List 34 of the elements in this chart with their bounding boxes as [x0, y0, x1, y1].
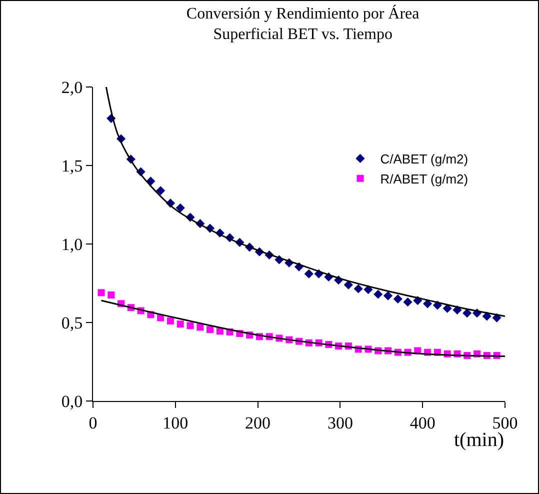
point — [206, 326, 214, 334]
legend-label: C/ABET (g/m2) — [380, 152, 468, 167]
chart-title: Conversión y Rendimiento por Área Superficial BET vs. Tiempo — [186, 4, 420, 44]
point — [186, 322, 194, 330]
point — [422, 299, 432, 308]
point — [98, 289, 105, 296]
y-tick-label: 0,0 — [61, 392, 83, 411]
line-series — [105, 87, 505, 317]
point — [403, 298, 412, 307]
point — [176, 203, 185, 212]
y-tick-label: 0,5 — [61, 313, 83, 332]
point — [462, 308, 472, 318]
point — [156, 186, 166, 196]
x-tick-label: 0 — [88, 413, 98, 432]
point — [196, 324, 204, 331]
y-tick-label: 1,0 — [61, 234, 83, 254]
line-series — [100, 300, 505, 358]
point — [383, 291, 393, 300]
point — [176, 320, 184, 328]
y-tick-label: 1,5 — [61, 156, 83, 176]
x-tick-label: 300 — [327, 413, 353, 432]
point — [108, 292, 115, 299]
point — [442, 304, 452, 313]
legend-label: R/ABET (g/m2) — [380, 171, 468, 186]
point — [304, 269, 314, 278]
point — [166, 317, 174, 324]
point — [374, 290, 383, 299]
y-tick-label: 2,0 — [61, 78, 83, 97]
point — [393, 294, 402, 304]
point — [354, 284, 363, 294]
point — [344, 280, 353, 290]
x-tick-label: 200 — [245, 413, 271, 432]
x-tick-label: 100 — [162, 413, 188, 432]
x-tick-label: 400 — [410, 413, 436, 432]
